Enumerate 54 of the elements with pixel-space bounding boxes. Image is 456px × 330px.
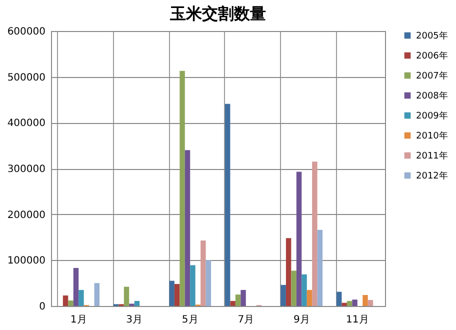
bar (124, 286, 130, 306)
bar (169, 280, 174, 306)
bar (342, 302, 347, 306)
bar (180, 70, 185, 306)
bar (312, 162, 318, 306)
bar (296, 172, 302, 306)
bar (286, 238, 292, 306)
bar (190, 265, 196, 306)
chart-title: 玉米交割数量 (169, 4, 266, 23)
x-tick-label: 11月 (346, 314, 369, 326)
bar (368, 300, 374, 306)
x-tick-label: 1月 (70, 314, 87, 326)
x-tick-label: 5月 (182, 314, 198, 326)
bar (174, 284, 180, 306)
bar (306, 290, 312, 306)
bar (68, 300, 74, 306)
bar (291, 270, 296, 306)
legend-label: 2006年 (416, 50, 448, 62)
legend-label: 2005年 (416, 30, 448, 42)
legend-label: 2007年 (416, 70, 448, 82)
y-tick-label: 600000 (7, 26, 46, 38)
bar (362, 295, 368, 306)
y-tick-label: 100000 (7, 256, 46, 267)
bar (280, 284, 286, 306)
bar (184, 150, 190, 306)
bar (302, 274, 307, 306)
legend-label: 2009年 (416, 110, 448, 122)
bar (336, 292, 342, 306)
legend-label: 2011年 (416, 150, 448, 162)
y-tick-label: 300000 (7, 164, 46, 175)
x-tick-label: 3月 (126, 314, 143, 326)
y-tick-label: 0 (39, 302, 46, 312)
bar (235, 294, 241, 306)
bar (78, 290, 84, 306)
y-tick-label: 200000 (7, 210, 46, 221)
bar (134, 300, 140, 306)
bar (352, 300, 358, 306)
x-tick-label: 7月 (238, 314, 254, 326)
legend-label: 2008年 (416, 90, 448, 102)
bar (230, 300, 236, 306)
bar (200, 240, 206, 306)
bar (346, 300, 352, 306)
y-tick-label: 400000 (7, 118, 46, 130)
bar (73, 268, 79, 306)
bar (317, 230, 323, 306)
legend-label: 2010年 (416, 130, 448, 142)
bar (62, 295, 68, 306)
bar (94, 283, 100, 306)
bar (224, 104, 230, 306)
bar (240, 290, 246, 306)
bar (206, 260, 212, 306)
x-tick-label: 9月 (293, 314, 310, 326)
legend-label: 2012年 (416, 170, 448, 182)
y-tick-label: 500000 (7, 72, 46, 84)
